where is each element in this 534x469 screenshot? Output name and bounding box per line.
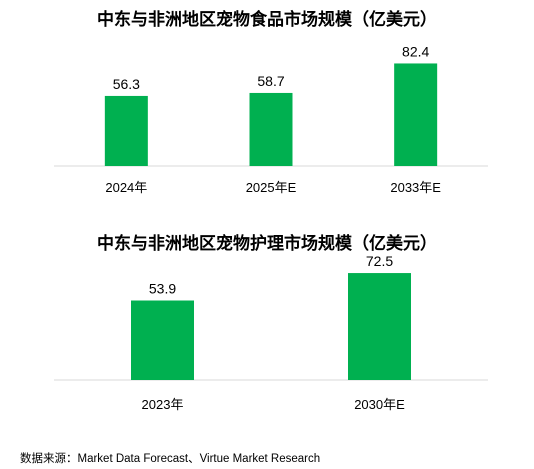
x-tick-label-1: 2030年E: [354, 397, 405, 412]
bar-1: [348, 273, 411, 380]
x-tick-label-1: 2025年E: [246, 180, 297, 195]
bar-1: [249, 92, 293, 166]
x-tick-label-0: 2023年: [142, 397, 184, 412]
data-label-1: 58.7: [257, 73, 284, 89]
data-label-0: 56.3: [113, 76, 140, 92]
chart2-plot: 53.9 2023年 72.5 2030年E: [54, 253, 488, 412]
x-tick-label-2: 2033年E: [390, 180, 441, 195]
bar-0: [131, 300, 194, 380]
x-tick-label-0: 2024年: [105, 180, 147, 195]
data-label-0: 53.9: [149, 280, 176, 296]
source-note: 数据来源：Market Data Forecast、Virtue Market …: [20, 453, 321, 465]
chart2-title: 中东与非洲地区宠物护理市场规模（亿美元）: [97, 234, 437, 253]
chart1-title: 中东与非洲地区宠物食品市场规模（亿美元）: [97, 10, 437, 29]
bar-0: [104, 95, 148, 166]
chart1-plot: 56.3 2024年 58.7 2025年E 82.4 2033年E: [54, 43, 488, 195]
data-label-2: 82.4: [402, 43, 429, 59]
bar-2: [394, 63, 438, 166]
data-label-1: 72.5: [366, 253, 393, 269]
